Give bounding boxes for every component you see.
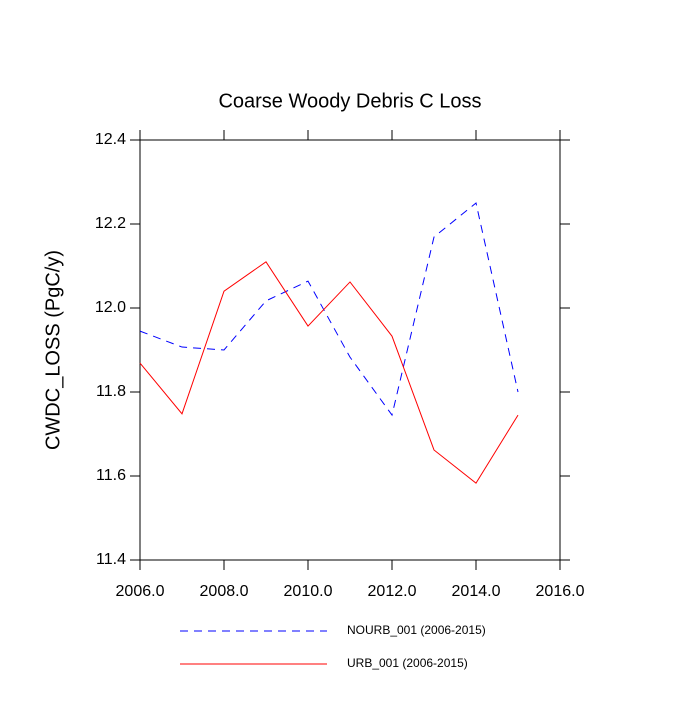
x-tick-label: 2012.0 [368, 583, 417, 600]
legend-label: NOURB_001 (2006-2015) [347, 623, 486, 637]
y-tick-label: 12.2 [95, 215, 126, 232]
y-tick-label: 11.6 [96, 467, 126, 484]
x-tick-label: 2008.0 [200, 583, 249, 600]
y-tick-label: 11.4 [96, 551, 126, 568]
x-tick-label: 2014.0 [452, 583, 501, 600]
y-tick-label: 12.4 [95, 131, 126, 148]
y-axis-label: CWDC_LOSS (PgC/y) [42, 250, 64, 450]
chart-title: Coarse Woody Debris C Loss [218, 90, 481, 112]
plot-frame [139, 139, 561, 561]
y-tick-label: 11.8 [96, 383, 126, 400]
x-tick-label: 2006.0 [116, 583, 165, 600]
x-tick-label: 2016.0 [536, 583, 585, 600]
y-tick-label: 12.0 [95, 299, 126, 316]
series-line [139, 261, 519, 484]
x-tick-label: 2010.0 [284, 583, 333, 600]
series-line [139, 202, 519, 417]
legend-label: URB_001 (2006-2015) [347, 656, 468, 670]
